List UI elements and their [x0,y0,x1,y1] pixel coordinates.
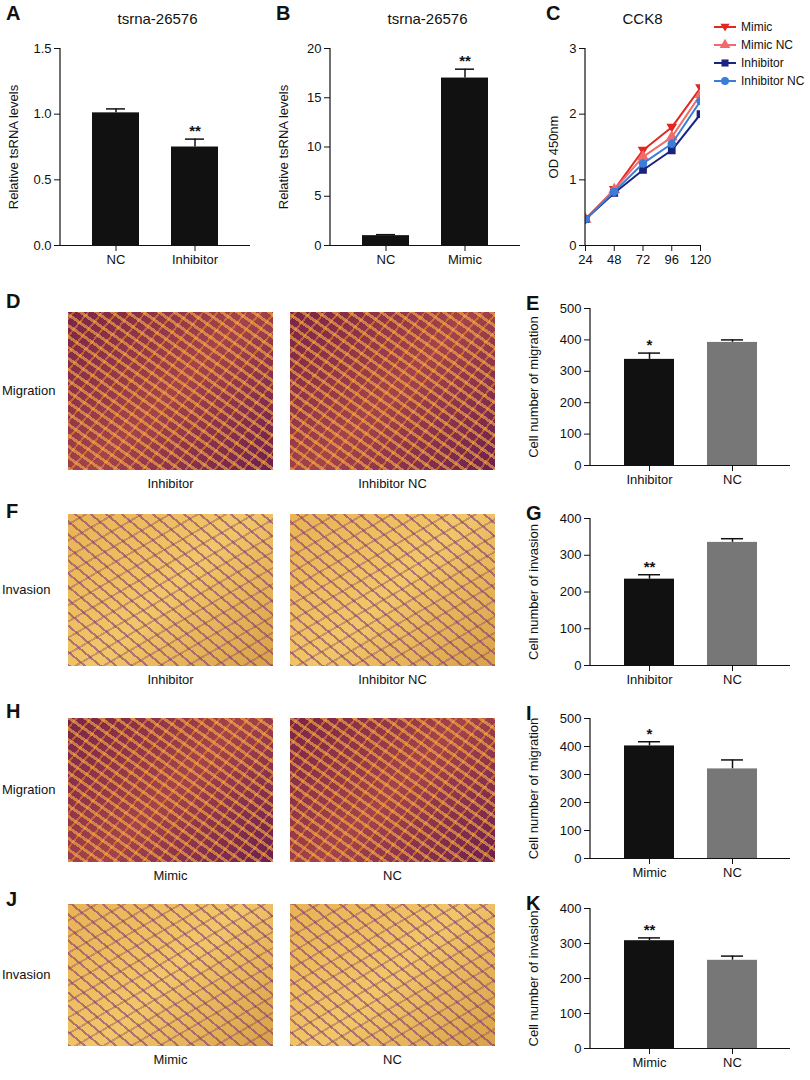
svg-text:200: 200 [560,584,582,599]
svg-text:**: ** [459,52,471,69]
svg-text:0.0: 0.0 [33,238,51,253]
svg-text:24: 24 [578,252,592,267]
svg-text:300: 300 [560,363,582,378]
html-text:I: I [526,702,532,724]
svg-text:Cell number of migration: Cell number of migration [526,718,541,860]
svg-text:Cell number of invasion: Cell number of invasion [526,911,541,1047]
svg-text:300: 300 [560,547,582,562]
svg-text:Cell number of invasion: Cell number of invasion [526,524,541,660]
svg-text:400: 400 [560,739,582,754]
html-text:Invasion: Invasion [2,582,51,597]
html-text:Mimic: Mimic [153,868,188,883]
svg-text:0: 0 [574,658,581,673]
svg-text:NC: NC [377,252,396,267]
svg-text:Mimic: Mimic [633,865,667,880]
svg-text:0: 0 [574,458,581,473]
svg-text:96: 96 [665,252,679,267]
html-text:A: A [6,2,21,24]
svg-text:300: 300 [560,936,582,951]
html-text:NC: NC [383,868,402,883]
svg-text:Relative tsRNA levels: Relative tsRNA levels [276,84,291,209]
html-text:J: J [6,888,18,910]
html-text:Migration: Migration [2,782,56,797]
svg-text:0: 0 [574,851,581,866]
svg-text:0: 0 [569,238,576,253]
svg-text:NC: NC [723,1055,742,1070]
svg-text:500: 500 [560,711,582,726]
svg-text:Inhibitor: Inhibitor [741,56,784,70]
html-text:K: K [526,892,541,914]
svg-text:400: 400 [560,511,582,526]
svg-text:Mimic NC: Mimic NC [741,38,793,52]
svg-text:120: 120 [690,252,712,267]
svg-text:0: 0 [314,238,321,253]
html-text:D: D [6,290,21,312]
html-text:B: B [276,2,291,24]
svg-text:NC: NC [107,252,126,267]
svg-text:Relative tsRNA levels: Relative tsRNA levels [6,84,21,209]
svg-text:1.0: 1.0 [33,106,51,121]
svg-text:5: 5 [314,188,321,203]
svg-text:3: 3 [569,41,576,56]
svg-text:NC: NC [723,865,742,880]
svg-text:Mimic: Mimic [633,1055,667,1070]
svg-text:400: 400 [560,332,582,347]
svg-text:200: 200 [560,971,582,986]
svg-text:100: 100 [560,621,582,636]
svg-text:0: 0 [574,1041,581,1056]
svg-text:*: * [647,725,653,742]
html-text:C: C [546,2,561,24]
svg-text:NC: NC [723,472,742,487]
svg-text:NC: NC [723,672,742,687]
html-text:tsrna-26576: tsrna-26576 [387,10,468,27]
svg-text:10: 10 [307,139,321,154]
svg-text:Inhibitor NC: Inhibitor NC [741,74,805,88]
svg-text:300: 300 [560,767,582,782]
svg-text:Mimic: Mimic [448,252,482,267]
svg-text:0.5: 0.5 [33,172,51,187]
svg-text:Inhibitor: Inhibitor [626,472,673,487]
html-text:Inhibitor NC: Inhibitor NC [358,672,427,687]
svg-text:400: 400 [560,901,582,916]
html-text:Inhibitor NC: Inhibitor NC [358,476,427,491]
html-text:tsrna-26576: tsrna-26576 [117,10,198,27]
html-text:Inhibitor: Inhibitor [147,672,194,687]
svg-text:Inhibitor: Inhibitor [172,252,219,267]
html-text:Invasion: Invasion [2,967,51,982]
svg-text:200: 200 [560,395,582,410]
html-text:H: H [6,700,21,722]
svg-text:Inhibitor: Inhibitor [626,672,673,687]
svg-text:48: 48 [607,252,621,267]
svg-text:**: ** [644,921,656,938]
svg-text:**: ** [644,558,656,575]
html-text:CCK8: CCK8 [622,10,663,27]
svg-text:15: 15 [307,90,321,105]
svg-text:200: 200 [560,795,582,810]
svg-text:20: 20 [307,41,321,56]
svg-text:500: 500 [560,301,582,316]
html-text:G: G [526,502,542,524]
html-text:F: F [6,500,19,522]
svg-text:OD 450nm: OD 450nm [546,116,561,179]
html-text:Mimic: Mimic [153,1052,188,1067]
svg-text:Mimic: Mimic [741,20,772,34]
svg-text:*: * [647,336,653,353]
html-text:E: E [526,292,540,314]
svg-text:72: 72 [636,252,650,267]
html-text:Migration: Migration [2,383,56,398]
svg-text:**: ** [189,122,201,139]
html-text:Inhibitor: Inhibitor [147,476,194,491]
svg-text:Cell number of migration: Cell number of migration [526,316,541,458]
svg-text:100: 100 [560,426,582,441]
svg-text:100: 100 [560,1006,582,1021]
svg-text:1.5: 1.5 [33,41,51,56]
svg-text:100: 100 [560,823,582,838]
html-text:NC: NC [383,1052,402,1067]
svg-text:1: 1 [569,172,576,187]
svg-text:2: 2 [569,106,576,121]
